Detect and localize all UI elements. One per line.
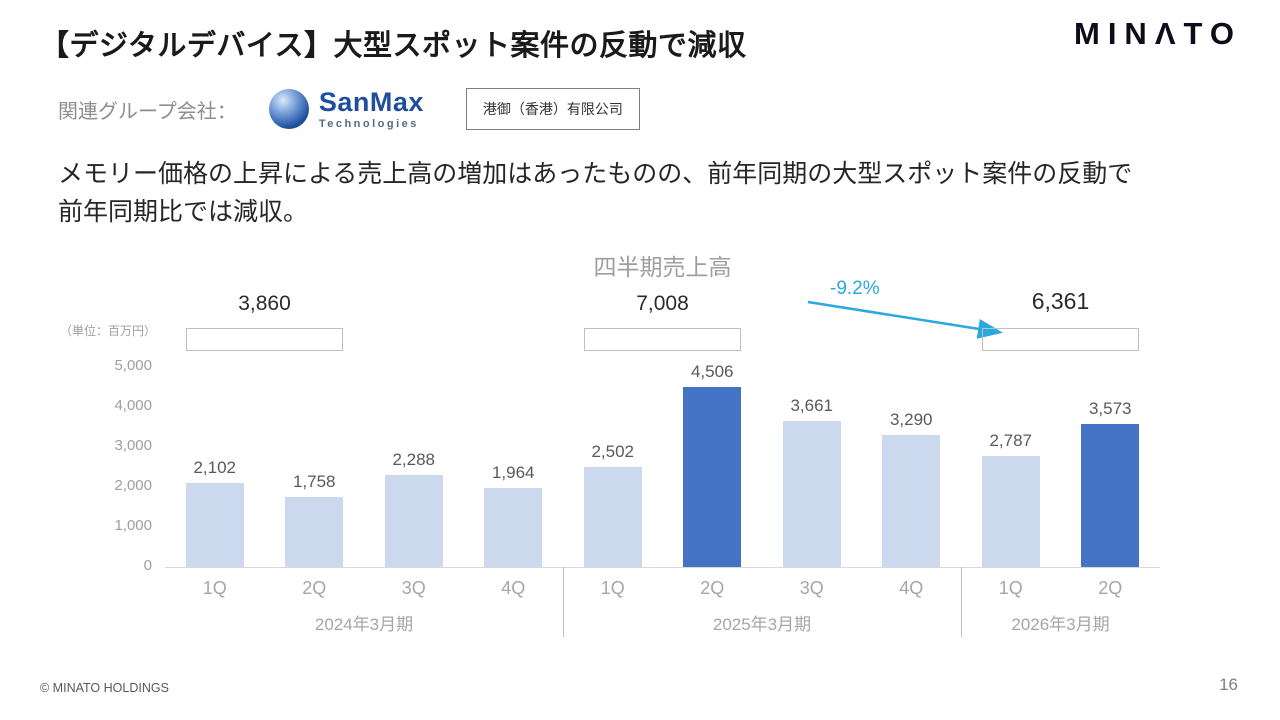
fiscal-year-label: 2026年3月期	[1011, 615, 1110, 634]
y-axis-label: 3,000	[114, 437, 152, 454]
company-name-box: 港御（香港）有限公司	[465, 88, 640, 130]
y-axis-label: 5,000	[114, 357, 152, 374]
related-companies-label: 関連グループ会社：	[58, 100, 237, 123]
half-year-totals-overlay: 3,860 7,008 6,361	[165, 288, 1160, 372]
fiscal-year-label: 2024年3月期	[314, 615, 414, 634]
decline-rate-label: -9.2%	[830, 278, 880, 299]
page-title: 【デジタルデバイス】大型スポット案件の反動で減収	[40, 30, 747, 62]
half-year-bracket	[185, 328, 344, 351]
bar	[285, 496, 344, 567]
half-year-bracket	[583, 328, 742, 351]
x-axis-label: 1Q	[600, 578, 625, 598]
bar-value-label: 1,964	[491, 463, 535, 483]
bar-value-label: 2,502	[591, 441, 635, 461]
unit-label: （単位：百万円）	[60, 324, 157, 338]
chart-title: 四半期売上高	[593, 254, 732, 280]
body-line-1: メモリー価格の上昇による売上高の増加はあったものの、前年同期の大型スポット案件の…	[58, 160, 1133, 188]
x-axis-label: 2Q	[302, 578, 327, 598]
x-axis-label: 3Q	[401, 578, 426, 598]
related-companies-row: 関連グループ会社： SanMax Technologies 港御（香港）有限公司	[58, 88, 640, 130]
bar-slot: 3,573	[1061, 367, 1161, 567]
bar-slot: 2,502	[563, 367, 663, 567]
bar	[882, 435, 941, 567]
bar-value-label: 2,787	[989, 430, 1033, 450]
sanmax-logo: SanMax Technologies	[268, 86, 424, 130]
bar-highlight	[1081, 424, 1140, 567]
sanmax-name: SanMax	[318, 86, 424, 117]
bar-slot: 4,506	[663, 362, 763, 567]
bar-slot: 3,290	[862, 367, 962, 567]
fiscal-year-label: 2025年3月期	[712, 615, 812, 634]
bar-slot: 2,787	[961, 367, 1061, 567]
bar-value-label: 2,288	[392, 450, 436, 470]
bar	[583, 466, 642, 567]
x-axis: 1Q 2Q 3Q 4Q 1Q 2Q 3Q 4Q 1Q 2Q	[165, 578, 1160, 599]
y-axis-label: 0	[143, 557, 152, 574]
bar-slot: 2,102	[165, 367, 265, 567]
bar-value-label: 3,290	[889, 410, 933, 430]
body-line-2: 前年同期比では減収。	[58, 197, 309, 226]
decline-arrow-icon	[807, 300, 1003, 339]
y-axis-label: 2,000	[114, 477, 152, 494]
half-year-total-label: 7,008	[636, 292, 689, 315]
bar	[384, 475, 443, 567]
x-axis-label: 2Q	[700, 578, 725, 598]
minato-logo: MINΛTO	[1074, 16, 1242, 51]
bar-slot: 1,964	[464, 367, 564, 567]
x-axis-label: 4Q	[501, 578, 526, 598]
half-year-total-label: 6,361	[1031, 288, 1090, 314]
body-text: メモリー価格の上昇による売上高の増加はあったものの、前年同期の大型スポット案件の…	[58, 156, 1132, 231]
bar-value-label: 4,506	[690, 361, 734, 381]
sanmax-subtitle: Technologies	[318, 117, 419, 130]
y-axis-label: 4,000	[114, 397, 152, 414]
x-axis-label: 3Q	[799, 578, 824, 598]
x-axis-label: 1Q	[202, 578, 227, 598]
fiscal-year-labels: 2024年3月期 2025年3月期 2026年3月期	[165, 610, 1160, 638]
plot-area: 2,102 1,758 2,288 1,964 2,502 4,506 3,661 3,290…	[165, 362, 1161, 568]
bar	[981, 455, 1040, 567]
x-axis-label: 2Q	[1098, 578, 1123, 598]
bar-value-label: 3,661	[790, 395, 834, 415]
page-number: 16	[1219, 675, 1238, 694]
bar-value-label: 2,102	[193, 457, 237, 477]
bar-slot: 2,288	[364, 367, 464, 567]
bar	[185, 482, 244, 567]
bar-value-label: 1,758	[292, 471, 336, 491]
x-axis-label: 1Q	[998, 578, 1023, 598]
sanmax-wordmark: SanMax Technologies	[318, 86, 424, 130]
bar-value-label: 3,573	[1088, 399, 1132, 419]
bar-slot: 3,661	[762, 367, 862, 567]
y-axis: 5,000 4,000 3,000 2,000 1,000 0	[60, 357, 152, 574]
copyright-footer: © MINATO HOLDINGS	[40, 681, 169, 695]
half-year-bracket	[981, 328, 1140, 351]
y-axis-label: 1,000	[114, 517, 152, 534]
bar-highlight	[683, 386, 742, 567]
sanmax-sphere-icon	[268, 89, 309, 129]
half-year-total-label: 3,860	[238, 292, 291, 315]
quarterly-sales-chart: 四半期売上高 （単位：百万円） -9.2% 5,000 4,000 3,000 2,0…	[60, 248, 1160, 648]
x-axis-label: 4Q	[899, 578, 924, 598]
bar	[484, 488, 543, 567]
bar	[782, 420, 841, 567]
bar-slot: 1,758	[265, 367, 365, 567]
